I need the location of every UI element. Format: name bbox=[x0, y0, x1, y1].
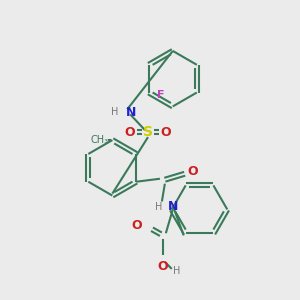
Text: N: N bbox=[168, 200, 178, 213]
Text: O: O bbox=[131, 219, 142, 232]
Text: S: S bbox=[143, 125, 153, 139]
Text: CH₃: CH₃ bbox=[90, 135, 108, 145]
Text: N: N bbox=[126, 106, 136, 119]
Text: O: O bbox=[158, 260, 168, 273]
Text: O: O bbox=[160, 126, 171, 139]
Text: O: O bbox=[125, 126, 136, 139]
Text: H: H bbox=[111, 107, 118, 117]
Text: H: H bbox=[173, 266, 180, 276]
Text: O: O bbox=[188, 165, 198, 178]
Text: F: F bbox=[157, 89, 164, 100]
Text: H: H bbox=[154, 202, 162, 212]
